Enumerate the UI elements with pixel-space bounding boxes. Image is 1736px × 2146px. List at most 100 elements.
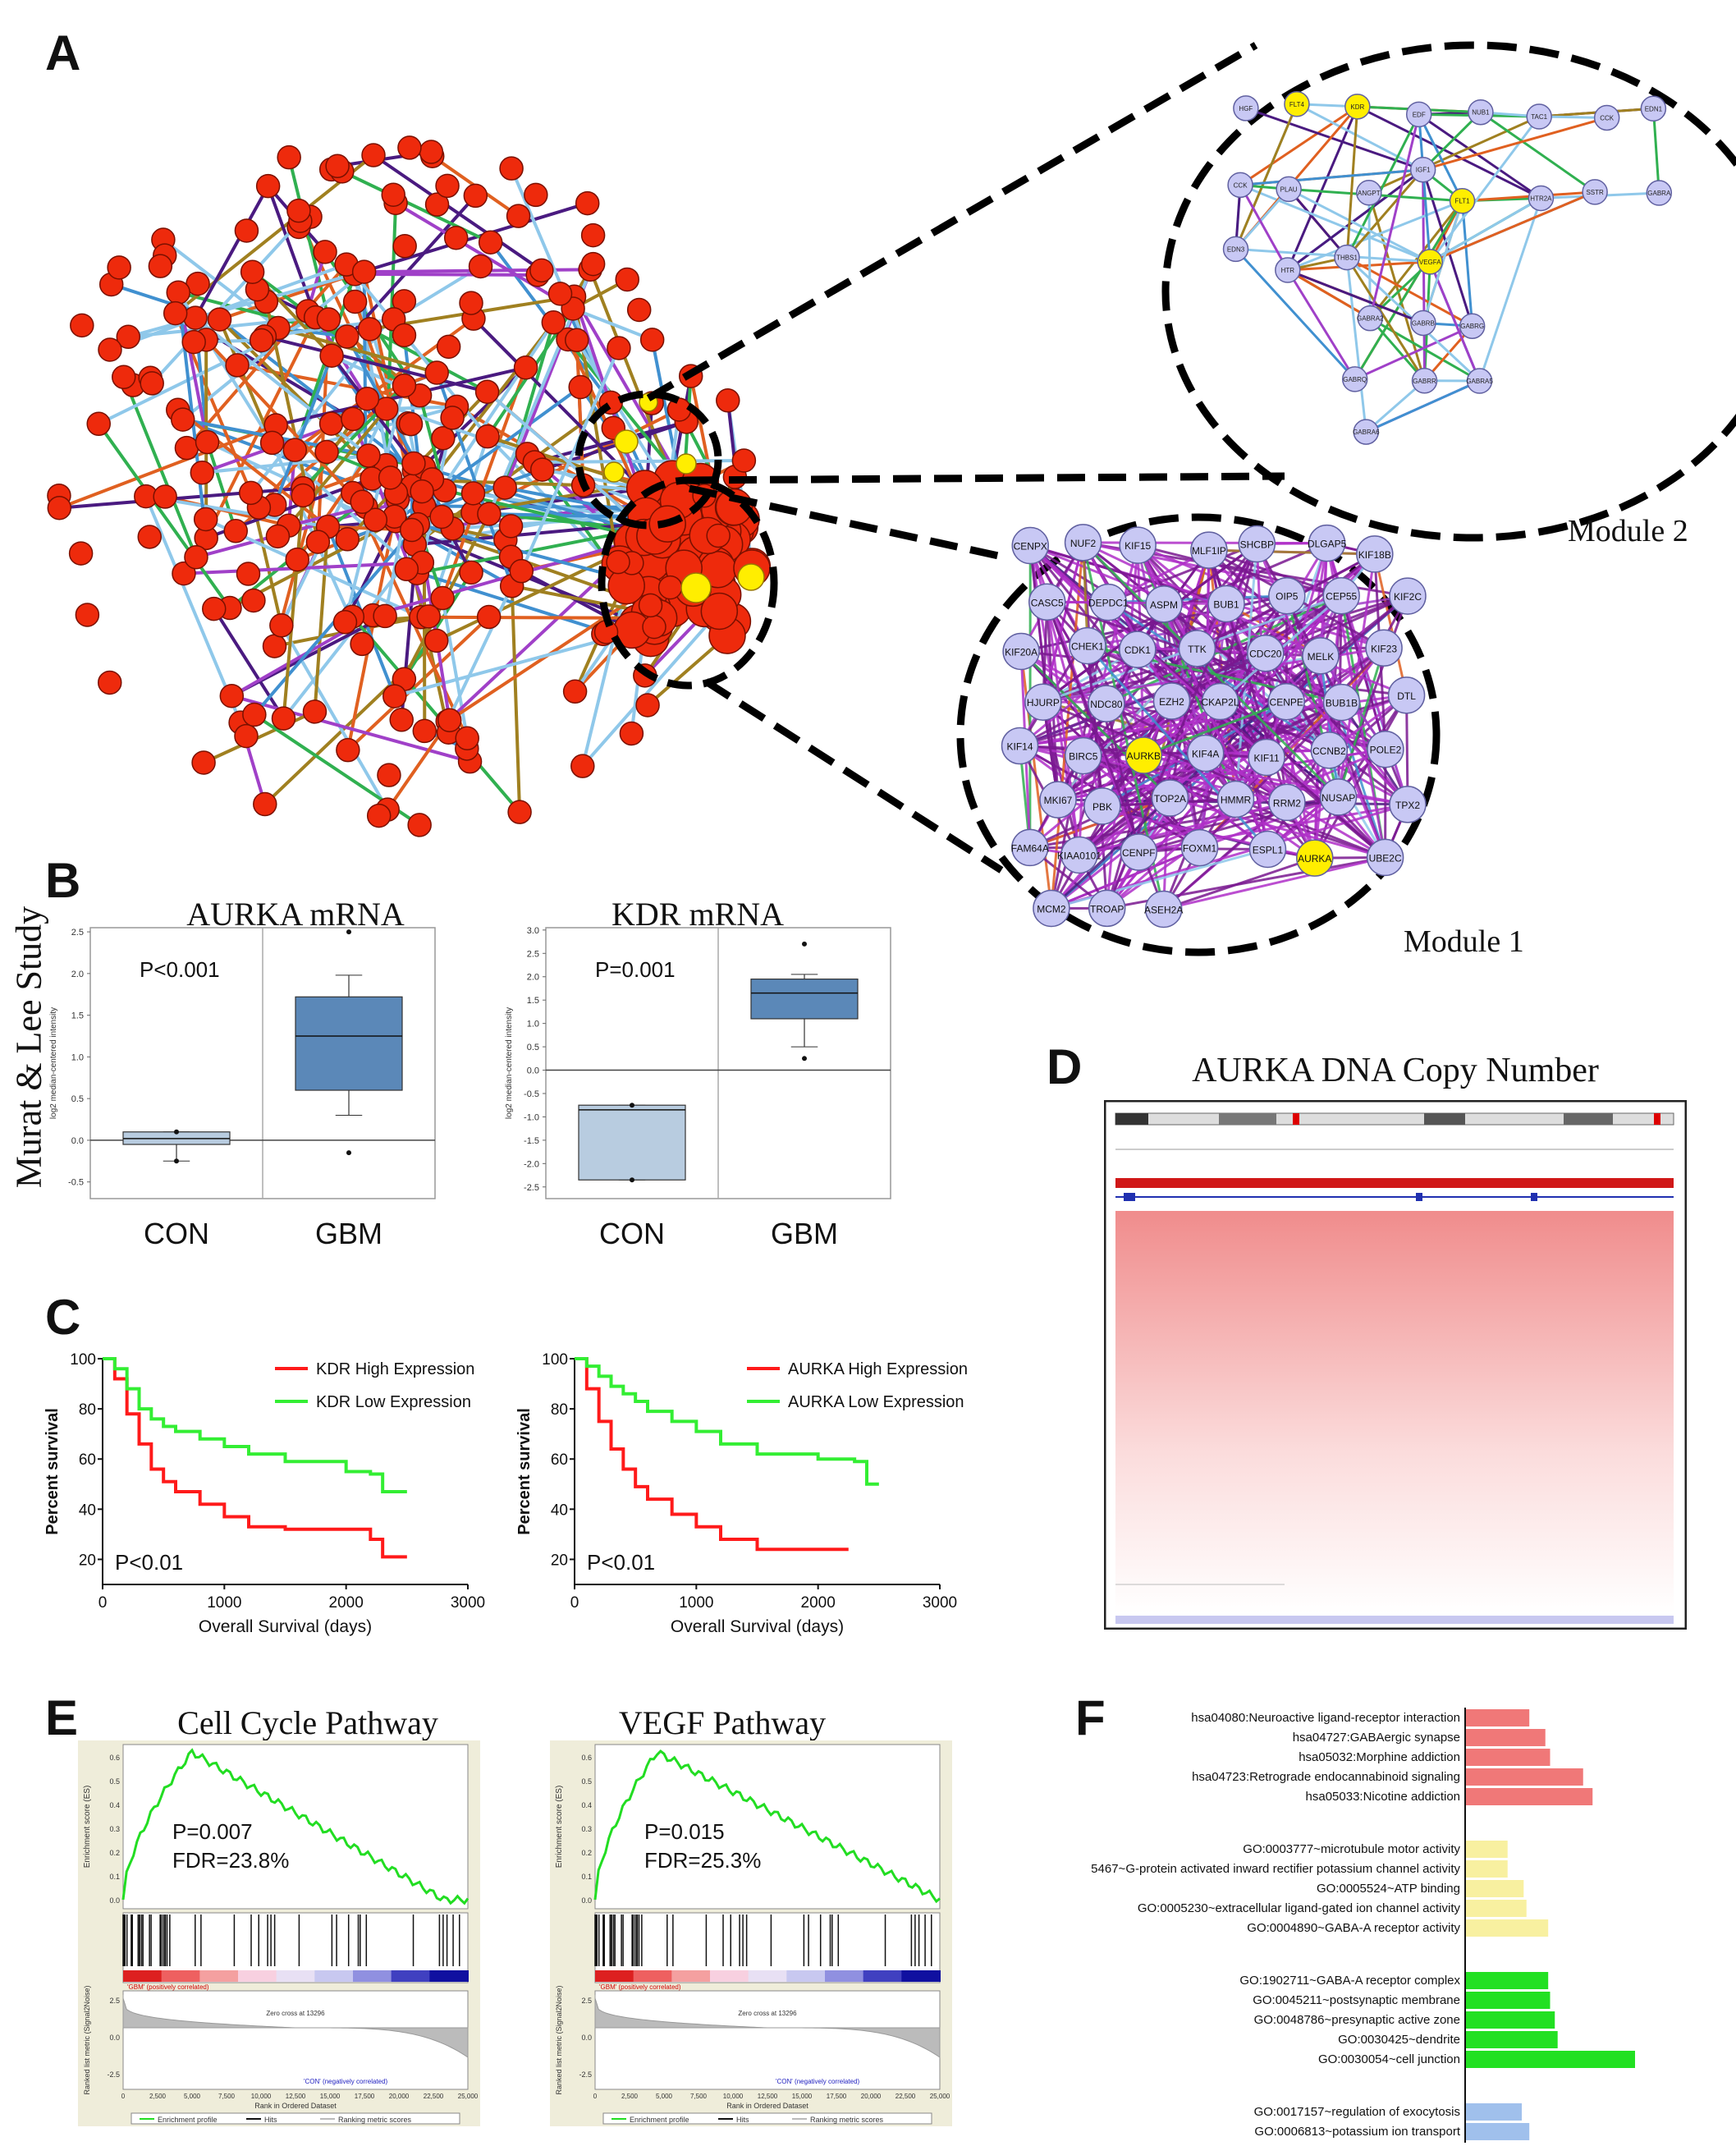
- module-1-outline: [956, 513, 1441, 956]
- network-node: [111, 365, 136, 390]
- module-1-gene-label: KIAA0101: [1057, 850, 1102, 861]
- module-1-node: [1319, 778, 1358, 816]
- network-node: [638, 593, 663, 618]
- network-edge: [520, 347, 621, 572]
- x-tick-label: 5,000: [184, 2093, 201, 2100]
- p-value: P<0.001: [140, 957, 220, 982]
- network-node: [86, 411, 111, 437]
- module-1-edge: [1138, 748, 1386, 854]
- module-2-gene-label: HTR2A: [1530, 195, 1552, 202]
- y-axis-label: log2 median-centered intensity: [49, 1007, 58, 1119]
- network-node: [436, 334, 461, 360]
- network-node: [716, 388, 740, 413]
- ranking-gradient-cell: [314, 1970, 354, 1982]
- module-1-edge: [1163, 856, 1316, 910]
- vegf-title: VEGF Pathway: [618, 1704, 827, 1741]
- network-node: [366, 803, 392, 828]
- module-2-gene-label: IGF1: [1416, 167, 1431, 174]
- module-1-edge: [1143, 749, 1330, 757]
- category-label: GO:0006813~potassium ion transport: [1254, 2125, 1460, 2139]
- ranking-gradient-cell: [901, 1970, 941, 1982]
- module-2-node: [1341, 366, 1368, 392]
- network-edge: [355, 272, 538, 277]
- x-tick-label: 17,500: [355, 2093, 375, 2100]
- network-node: [373, 603, 397, 629]
- network-node: [68, 541, 94, 566]
- module-1-gene-label: HJURP: [1027, 697, 1060, 708]
- module-2-node: [1466, 368, 1493, 394]
- bar: [1465, 1749, 1550, 1766]
- panel-letter-b: B: [45, 853, 81, 908]
- module-2-network: HGF FLT4 KDR EDF CCK PLAU ANGPT IGF1 EDN3 HTR THBS…: [1222, 91, 1673, 445]
- module-2-gene-label: ANGPT: [1358, 190, 1381, 197]
- network-node: [195, 429, 220, 455]
- module-2-edge: [1367, 192, 1426, 382]
- category-label: hsa04080:Neuroactive ligand-receptor int…: [1191, 1711, 1460, 1725]
- es-tick-label: 0.0: [581, 1896, 592, 1905]
- outlier-point: [630, 1177, 634, 1183]
- network-node: [336, 737, 360, 763]
- x-tick-label: 7,500: [690, 2093, 708, 2100]
- network-node: [166, 280, 190, 305]
- module-1-gene-label: KIF14: [1007, 741, 1033, 752]
- network-node: [706, 523, 731, 548]
- kdr-mrna-title: KDR mRNA: [611, 896, 785, 933]
- module-1-edge: [1204, 594, 1343, 754]
- module-2-node: [1357, 305, 1384, 332]
- network-node: [666, 397, 692, 422]
- module-2-edge: [1234, 188, 1290, 250]
- module-2-gene-label: GABRA5: [1466, 378, 1493, 385]
- module-2-edge: [1369, 317, 1481, 383]
- module-1-gene-label: OIP5: [1276, 591, 1299, 603]
- module-1-gene-label: KIF2C: [1394, 591, 1422, 603]
- module-1-gene-label: MKI67: [1044, 795, 1073, 806]
- network-node: [219, 683, 245, 708]
- module-1-node: [1028, 583, 1066, 621]
- module-1-gene-label: CCNB2: [1312, 745, 1346, 757]
- legend-label: Ranking metric scores: [810, 2116, 884, 2124]
- network-edge: [277, 326, 437, 374]
- x-tick-label: 25,000: [458, 2093, 479, 2100]
- network-edge: [282, 495, 305, 719]
- network-node: [381, 182, 405, 207]
- legend-label: Ranking metric scores: [338, 2116, 412, 2124]
- y-tick-label: -2.0: [524, 1159, 539, 1169]
- network-node: [223, 519, 248, 543]
- ranking-gradient-cell: [671, 1970, 711, 1982]
- module-1-node: [1366, 838, 1404, 877]
- module-2-edge: [1287, 199, 1463, 272]
- es-tick-label: 0.4: [109, 1801, 120, 1809]
- module-1-edge: [1042, 542, 1085, 703]
- x-tick-label: 5,000: [656, 2093, 673, 2100]
- network-node: [148, 254, 173, 278]
- bar: [1465, 1972, 1549, 1989]
- module-2-edge: [1345, 256, 1426, 382]
- module-1-node: [1389, 786, 1427, 823]
- module-1-node: [1296, 839, 1334, 877]
- cell-cycle-title: Cell Cycle Pathway: [177, 1704, 438, 1741]
- module-1-node: [1365, 629, 1403, 667]
- network-node: [509, 558, 534, 584]
- module-1-node: [1322, 576, 1360, 615]
- network-node: [410, 479, 434, 504]
- network-node: [700, 592, 739, 631]
- network-node: [392, 373, 417, 398]
- ranking-metric-area: [122, 1995, 469, 2058]
- module-2-node: [1409, 156, 1436, 183]
- network-graph: HGF FLT4 KDR EDF CCK PLAU ANGPT IGF1 EDN3 HTR THBS…: [47, 41, 1736, 956]
- x-tick-label: 2000: [801, 1594, 836, 1612]
- module-2-edge: [1286, 106, 1359, 271]
- network-node: [507, 800, 532, 824]
- es-tick-label: 0.6: [109, 1754, 120, 1762]
- module-1-edge: [1042, 543, 1258, 704]
- network-node: [357, 317, 382, 342]
- category-label: GO:0004890~GABA-A receptor activity: [1247, 1921, 1460, 1935]
- network-node: [398, 411, 424, 437]
- network-node: [97, 670, 122, 695]
- network-node: [562, 679, 588, 704]
- network-node: [580, 222, 606, 248]
- rank-axis-label: Ranked list metric (Signal2Noise): [555, 1985, 563, 2094]
- module-1-node: [1002, 632, 1040, 671]
- network-node: [259, 430, 285, 456]
- module-2-node: [1353, 419, 1380, 445]
